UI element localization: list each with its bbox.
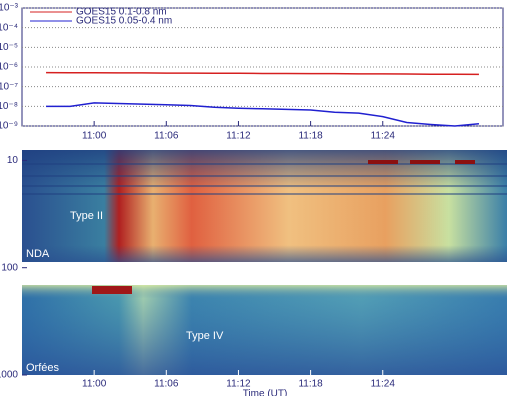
legend-label: GOES15 0.1-0.8 nm: [76, 7, 167, 18]
x-tick-label: 11:06: [154, 131, 179, 142]
nda-shade: [22, 150, 507, 262]
nda-bursts: [368, 160, 475, 164]
annotation: Type IV: [186, 330, 224, 342]
y-tick-label: 10: [7, 155, 19, 166]
x-axis-label: Time (UT): [243, 389, 288, 396]
y-tick-label: 10⁻⁹: [0, 121, 18, 132]
annotation: Type II: [70, 210, 103, 222]
x-tick-label: 11:24: [371, 131, 396, 142]
x-tick-label: 11:06: [154, 379, 179, 390]
y-tick-label: 10⁻³: [0, 3, 19, 14]
y-tick-label: 10⁻⁸: [0, 101, 18, 112]
y-tick-label: 10⁻⁴: [0, 22, 18, 33]
annotation: Orfées: [26, 362, 60, 374]
y-tick-label: 10⁻⁷: [0, 81, 18, 92]
x-tick-label: 11:18: [298, 379, 323, 390]
x-tick-label: 11:18: [298, 131, 323, 142]
series-line: [46, 71, 479, 76]
x-tick-label: 11:12: [226, 131, 251, 142]
x-tick-label: 11:12: [226, 379, 251, 390]
annotation: NDA: [26, 248, 50, 260]
x-tick-label: 11:00: [82, 131, 107, 142]
y-tick-label: 10⁻⁵: [0, 42, 18, 53]
orfees-shade: [22, 285, 507, 375]
x-tick-label: 11:24: [371, 379, 396, 390]
series-line: [46, 102, 480, 127]
y-tick-label: 100: [1, 262, 18, 273]
y-tick-label: 10⁻⁶: [0, 62, 18, 73]
legend-label: GOES15 0.05-0.4 nm: [76, 16, 172, 27]
burst: [92, 286, 132, 294]
x-tick-label: 11:00: [82, 379, 107, 390]
